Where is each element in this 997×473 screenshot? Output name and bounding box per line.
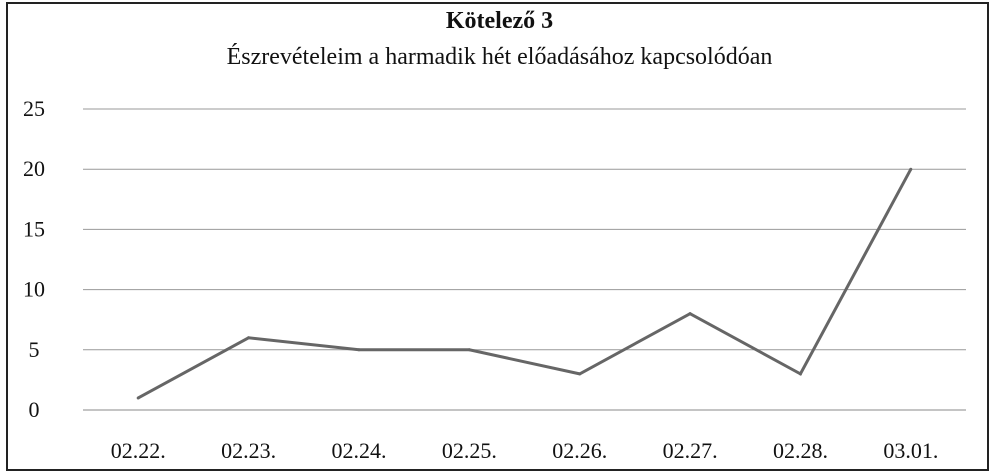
series-line: [137, 168, 913, 400]
x-tick-label: 02.22.: [111, 438, 166, 463]
x-tick-label: 02.24.: [331, 438, 386, 463]
chart-frame: Kötelező 3 Észrevételeim a harmadik hét …: [6, 2, 989, 471]
y-tick-label: 25: [23, 96, 45, 121]
y-tick-label: 20: [23, 156, 45, 181]
data-point: [357, 348, 361, 352]
chart-subtitle: Észrevételeim a harmadik hét előadásához…: [226, 44, 773, 70]
data-point: [467, 348, 471, 352]
line-chart: 0 5 10 15 20 25 02.22. 02.23. 02.24. 02.25. 02.26.…: [23, 96, 966, 463]
y-tick-label: 15: [23, 216, 45, 241]
x-tick-label: 02.26.: [552, 438, 607, 463]
y-tick-label: 0: [29, 397, 40, 422]
x-tick-label: 02.27.: [663, 438, 718, 463]
x-tick-label: 02.25.: [442, 438, 497, 463]
data-point: [578, 372, 582, 376]
data-point: [688, 312, 692, 316]
x-tick-label: 02.23.: [221, 438, 276, 463]
x-tick-label: 02.28.: [773, 438, 828, 463]
chart-title: Kötelező 3: [445, 8, 554, 34]
y-tick-label: 5: [29, 337, 40, 362]
x-tick-label: 03.01.: [883, 438, 938, 463]
data-point: [909, 167, 913, 171]
y-tick-label: 10: [23, 277, 45, 302]
data-point: [136, 396, 140, 400]
data-point: [247, 336, 251, 340]
data-point: [798, 372, 802, 376]
